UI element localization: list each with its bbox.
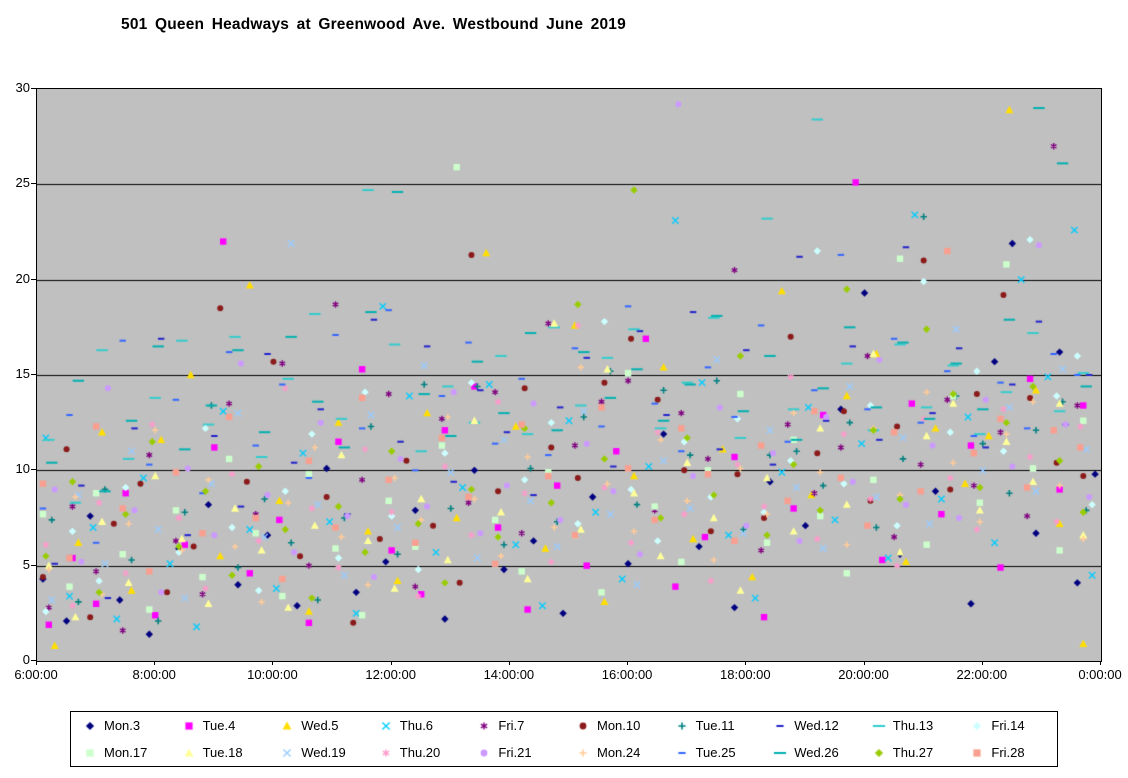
x-axis-tick bbox=[391, 661, 392, 665]
y-axis-tick bbox=[31, 374, 36, 375]
legend-item-label: Wed.12 bbox=[794, 718, 839, 733]
x-marker-icon bbox=[277, 746, 298, 759]
x-axis-tick-label: 10:00:00 bbox=[247, 667, 298, 682]
legend-item: Fri.14 bbox=[958, 718, 1057, 733]
y-axis-tick-label: 15 bbox=[15, 366, 30, 381]
x-axis-tick bbox=[509, 661, 510, 665]
y-axis-tick bbox=[31, 183, 36, 184]
legend-item-label: Tue.11 bbox=[695, 718, 735, 733]
x-axis-tick bbox=[1100, 661, 1101, 665]
legend-item-label: Tue.18 bbox=[202, 745, 243, 760]
x-axis-tick bbox=[36, 661, 37, 665]
x-marker-icon bbox=[375, 719, 396, 732]
legend-item: Fri.28 bbox=[958, 745, 1057, 760]
legend-item: Thu.6 bbox=[367, 718, 466, 733]
plot-area bbox=[36, 88, 1102, 662]
legend-item-label: Fri.7 bbox=[498, 718, 525, 733]
legend-item-label: Wed.26 bbox=[794, 745, 839, 760]
y-axis-tick bbox=[31, 469, 36, 470]
legend-item-label: Thu.6 bbox=[399, 718, 434, 733]
y-axis-tick bbox=[31, 88, 36, 89]
legend-item-label: Thu.20 bbox=[399, 745, 441, 760]
diamond-marker-icon bbox=[868, 746, 889, 759]
y-axis-tick-label: 20 bbox=[15, 270, 30, 286]
legend-item-label: Tue.25 bbox=[695, 745, 736, 760]
triangle-marker-icon bbox=[277, 719, 298, 732]
legend-item-label: Fri.14 bbox=[991, 718, 1025, 733]
legend-item: Mon.10 bbox=[564, 718, 663, 733]
diamond-marker-icon bbox=[80, 719, 100, 732]
circle-marker-icon bbox=[474, 746, 495, 759]
legend-item-label: Mon.10 bbox=[596, 718, 641, 733]
legend-item-label: Mon.24 bbox=[596, 745, 641, 760]
legend: Mon.3 Tue.4 Wed.5 Thu.6 Fri.7 Mon.10 Tue.11 Wed… bbox=[70, 711, 1058, 767]
x-axis-tick-label: 0:00:00 bbox=[1078, 667, 1122, 682]
y-axis-tick bbox=[31, 565, 36, 566]
legend-item: Wed.12 bbox=[761, 718, 860, 733]
square-marker-icon bbox=[178, 719, 199, 732]
longdash-marker-icon bbox=[868, 719, 889, 732]
dash-marker-icon bbox=[770, 719, 791, 732]
longdash-marker-icon bbox=[770, 746, 791, 759]
x-axis-tick-label: 16:00:00 bbox=[601, 667, 653, 682]
chart-title: 501 Queen Headways at Greenwood Ave. Wes… bbox=[121, 16, 626, 33]
asterisk-marker-icon bbox=[474, 719, 495, 732]
dash-marker-icon bbox=[671, 746, 692, 759]
legend-item: Wed.26 bbox=[761, 745, 860, 760]
plus-marker-icon bbox=[671, 719, 692, 732]
legend-item: Wed.19 bbox=[268, 745, 367, 760]
legend-item-label: Tue.4 bbox=[202, 718, 236, 733]
x-axis-tick-label: 6:00:00 bbox=[14, 667, 58, 682]
y-axis-tick-label: 0 bbox=[22, 652, 30, 667]
y-axis-tick bbox=[31, 660, 36, 661]
x-axis-tick-label: 22:00:00 bbox=[956, 667, 1008, 682]
legend-item: Tue.25 bbox=[663, 745, 762, 760]
legend-item: Thu.27 bbox=[860, 745, 959, 760]
y-axis-tick-label: 30 bbox=[15, 80, 30, 95]
triangle-marker-icon bbox=[178, 746, 199, 759]
legend-item: Fri.21 bbox=[465, 745, 564, 760]
plus-marker-icon bbox=[572, 746, 593, 759]
legend-item: Tue.11 bbox=[663, 718, 762, 733]
legend-item: Tue.18 bbox=[170, 745, 269, 760]
legend-item: Tue.4 bbox=[170, 718, 269, 733]
x-axis-tick bbox=[982, 661, 983, 665]
legend-item-label: Thu.27 bbox=[892, 745, 934, 760]
x-axis-tick-label: 18:00:00 bbox=[720, 667, 771, 682]
square-marker-icon bbox=[967, 746, 988, 759]
legend-item-label: Mon.3 bbox=[104, 718, 141, 733]
x-axis-tick bbox=[154, 661, 155, 665]
y-axis-tick-label: 25 bbox=[15, 175, 30, 191]
legend-item-label: Fri.28 bbox=[991, 745, 1025, 760]
legend-item: Wed.5 bbox=[268, 718, 367, 733]
asterisk-marker-icon bbox=[375, 746, 396, 759]
x-axis-tick-label: 20:00:00 bbox=[838, 667, 889, 682]
x-axis-tick bbox=[627, 661, 628, 665]
y-axis-tick-label: 5 bbox=[22, 556, 30, 572]
scatter-plot-canvas bbox=[37, 89, 1101, 661]
x-axis-tick-label: 14:00:00 bbox=[483, 667, 535, 682]
x-axis-tick-label: 8:00:00 bbox=[132, 667, 176, 682]
legend-item: Mon.3 bbox=[71, 718, 170, 733]
legend-item: Thu.13 bbox=[860, 718, 959, 733]
legend-item-label: Mon.17 bbox=[104, 745, 148, 760]
x-axis-tick bbox=[272, 661, 273, 665]
legend-item-label: Wed.5 bbox=[301, 718, 339, 733]
legend-item: Mon.17 bbox=[71, 745, 170, 760]
legend-item: Mon.24 bbox=[564, 745, 663, 760]
circle-marker-icon bbox=[572, 719, 593, 732]
diamond-marker-icon bbox=[967, 719, 988, 732]
x-axis-tick bbox=[745, 661, 746, 665]
x-axis-tick bbox=[864, 661, 865, 665]
x-axis-tick-label: 12:00:00 bbox=[365, 667, 416, 682]
y-axis-tick bbox=[31, 279, 36, 280]
square-marker-icon bbox=[80, 746, 100, 759]
legend-item-label: Fri.21 bbox=[498, 745, 532, 760]
legend-item: Thu.20 bbox=[367, 745, 466, 760]
legend-item: Fri.7 bbox=[465, 718, 564, 733]
legend-item-label: Thu.13 bbox=[892, 718, 934, 733]
legend-item-label: Wed.19 bbox=[301, 745, 346, 760]
y-axis-tick-label: 10 bbox=[15, 461, 30, 477]
